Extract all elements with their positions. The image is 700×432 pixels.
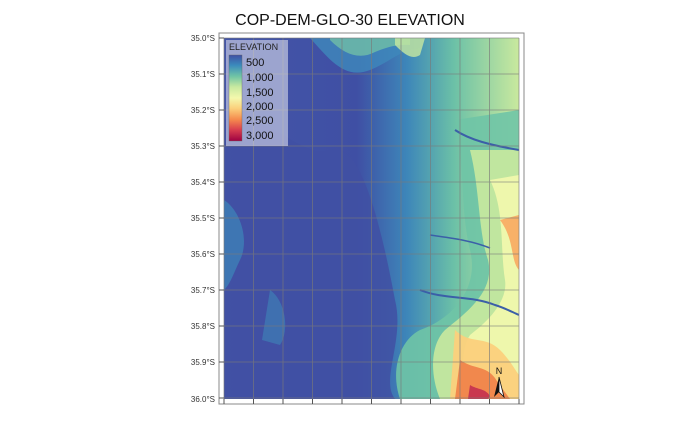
- north-label: N: [496, 366, 503, 376]
- y-axis-labels: 35.0°S 35.1°S 35.2°S 35.3°S 35.4°S 35.5°…: [191, 34, 215, 404]
- legend-label: 1,000: [246, 72, 274, 84]
- y-tick-label: 35.0°S: [191, 34, 215, 43]
- y-tick-label: 35.1°S: [191, 70, 215, 79]
- y-tick-label: 35.4°S: [191, 178, 215, 187]
- legend-label: 1,500: [246, 87, 274, 99]
- legend-label: 2,500: [246, 115, 274, 127]
- y-tick-label: 35.6°S: [191, 250, 215, 259]
- legend-label: 2,000: [246, 101, 274, 113]
- elevation-legend: ELEVATION 500 1,000 1,500 2,000 2,500 3,…: [226, 40, 288, 146]
- legend-title: ELEVATION: [229, 42, 278, 52]
- legend-label: 500: [246, 57, 264, 69]
- north-arrow-icon: N: [494, 366, 505, 399]
- y-tick-label: 36.0°S: [191, 395, 215, 404]
- frame-ticks: [219, 37, 520, 404]
- legend-colorbar: [228, 54, 243, 142]
- legend-label: 3,000: [246, 130, 274, 142]
- y-tick-label: 35.5°S: [191, 214, 215, 223]
- y-tick-label: 35.7°S: [191, 286, 215, 295]
- y-tick-label: 35.9°S: [191, 358, 215, 367]
- map-title: COP-DEM-GLO-30 ELEVATION: [235, 12, 465, 29]
- y-tick-label: 35.3°S: [191, 142, 215, 151]
- y-tick-label: 35.8°S: [191, 322, 215, 331]
- y-tick-label: 35.2°S: [191, 106, 215, 115]
